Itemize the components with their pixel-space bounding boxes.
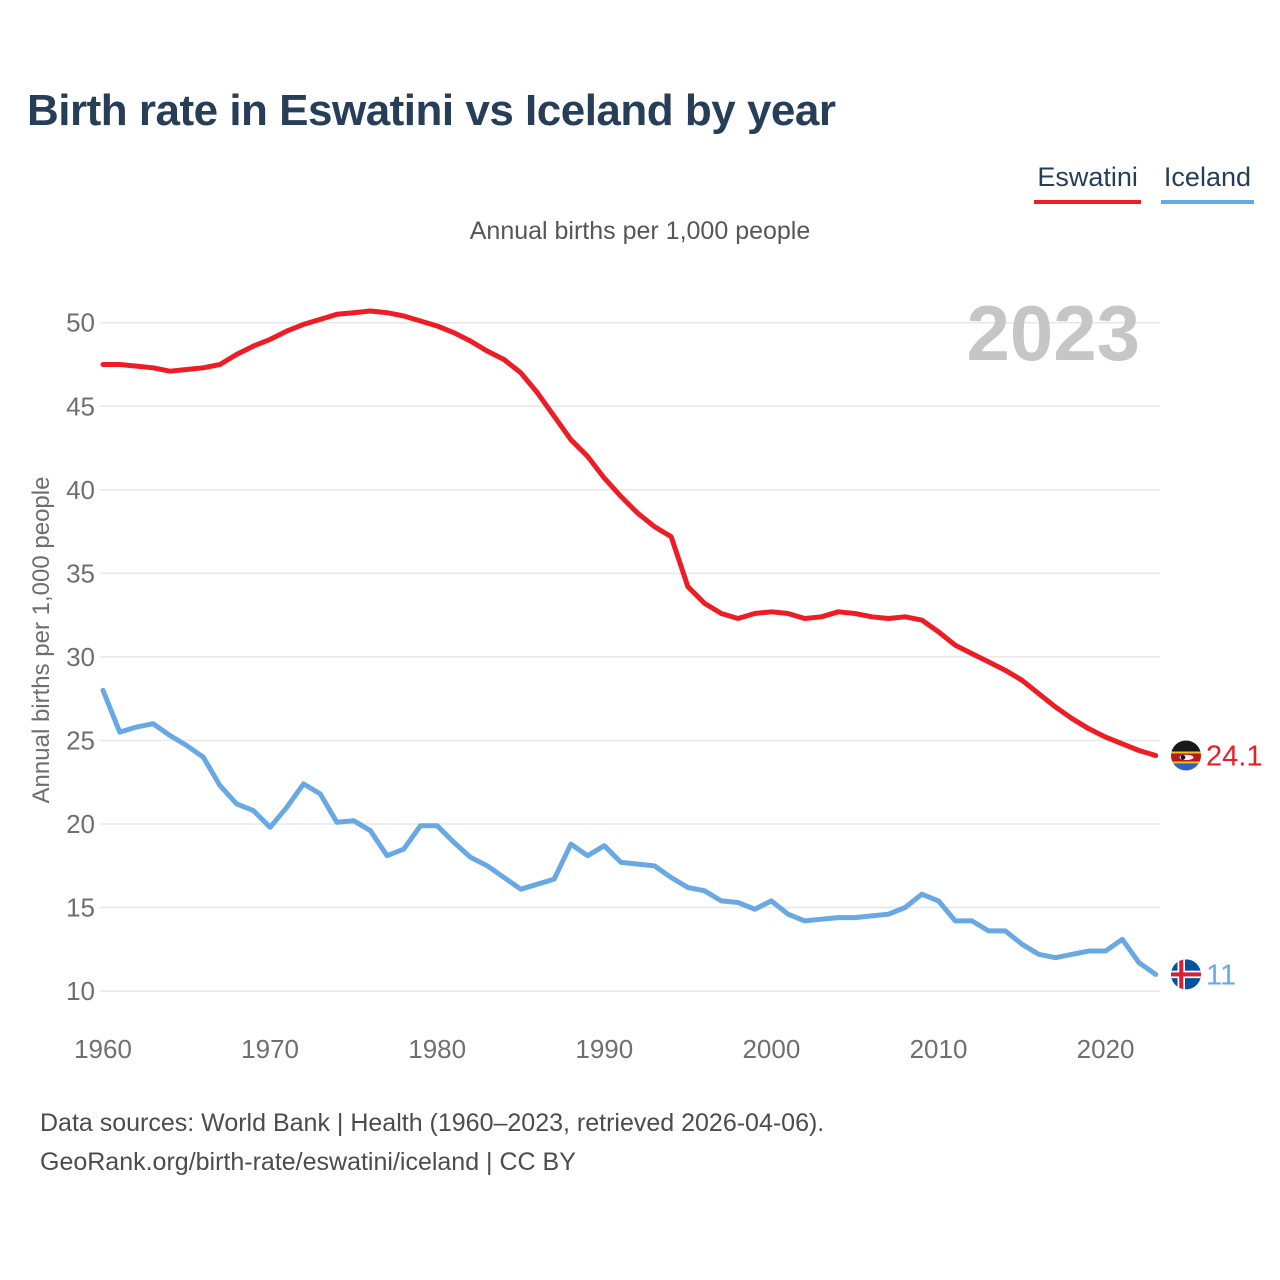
y-tick-label-35: 35	[66, 558, 95, 588]
chart-legend: Eswatini Iceland	[1034, 162, 1254, 204]
iceland-flag-icon	[1171, 959, 1201, 990]
x-tick-label-2010: 2010	[910, 1034, 968, 1064]
data-source-footer: Data sources: World Bank | Health (1960–…	[40, 1104, 824, 1182]
x-tick-label-1970: 1970	[241, 1034, 299, 1064]
eswatini-flag-icon	[1171, 740, 1201, 771]
y-tick-label-15: 15	[66, 893, 95, 923]
y-tick-label-45: 45	[66, 391, 95, 421]
y-tick-label-25: 25	[66, 726, 95, 756]
line-series-iceland	[100, 687, 1159, 977]
x-tick-label-1980: 1980	[408, 1034, 466, 1064]
legend-item-iceland[interactable]: Iceland	[1160, 162, 1254, 204]
x-tick-label-2020: 2020	[1077, 1034, 1135, 1064]
chart-subtitle: Annual births per 1,000 people	[469, 217, 811, 245]
y-tick-label-40: 40	[66, 475, 95, 505]
y-tick-label-50: 50	[66, 308, 95, 338]
end-value-label-eswatini: 24.1	[1206, 741, 1262, 773]
end-value-label-iceland: 11	[1206, 959, 1236, 991]
chart-watermark-year: 2023	[966, 289, 1140, 377]
x-tick-label-1990: 1990	[575, 1034, 633, 1064]
footer-attribution-line: GeoRank.org/birth-rate/eswatini/iceland …	[40, 1148, 576, 1176]
legend-item-eswatini[interactable]: Eswatini	[1034, 162, 1141, 204]
page-title: Birth rate in Eswatini vs Iceland by yea…	[27, 86, 836, 135]
x-tick-label-1960: 1960	[74, 1034, 132, 1064]
line-series-eswatini	[100, 308, 1159, 758]
y-tick-label-30: 30	[66, 642, 95, 672]
y-tick-label-20: 20	[66, 809, 95, 839]
x-tick-label-2000: 2000	[742, 1034, 800, 1064]
y-tick-label-10: 10	[66, 976, 95, 1006]
footer-sources-line: Data sources: World Bank | Health (1960–…	[40, 1109, 825, 1137]
